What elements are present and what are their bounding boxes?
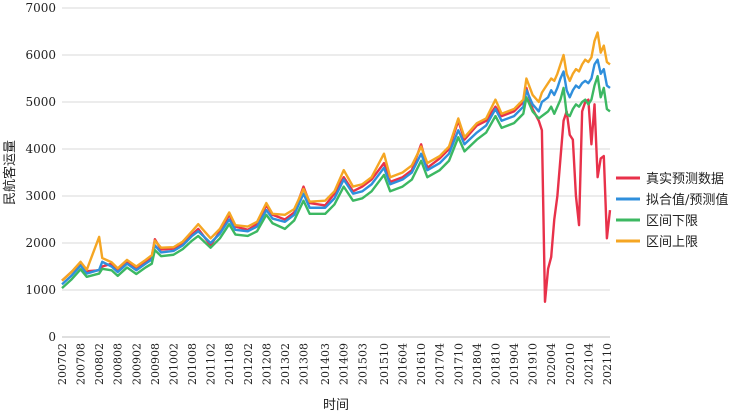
x-tick-label: 201403 bbox=[319, 343, 332, 385]
x-tick-label: 200702 bbox=[56, 343, 69, 385]
x-tick-label: 201208 bbox=[260, 343, 273, 385]
y-tick-label: 6000 bbox=[25, 48, 56, 62]
x-tick-label: 201904 bbox=[508, 343, 521, 385]
x-tick-label: 201102 bbox=[205, 343, 218, 385]
x-tick-label: 201610 bbox=[415, 343, 428, 385]
x-tick-label: 201910 bbox=[527, 343, 540, 385]
x-tick-label: 200808 bbox=[112, 343, 125, 385]
x-tick-label: 200908 bbox=[149, 343, 162, 385]
x-tick-label: 200708 bbox=[75, 343, 88, 385]
x-tick-label: 201704 bbox=[434, 343, 447, 385]
y-tick-label: 5000 bbox=[25, 95, 56, 109]
y-tick-label: 0 bbox=[48, 330, 56, 344]
y-tick-label: 4000 bbox=[25, 142, 56, 156]
y-axis-title: 民航客运量 bbox=[2, 140, 18, 205]
y-tick-label: 7000 bbox=[25, 1, 56, 15]
series-line-fitted bbox=[61, 58, 611, 286]
legend-label-lower: 区间下限 bbox=[646, 214, 698, 229]
x-tick-label: 201302 bbox=[279, 343, 292, 385]
x-tick-label: 200802 bbox=[93, 343, 106, 385]
x-tick-label: 201503 bbox=[356, 343, 369, 385]
x-tick-label: 200902 bbox=[130, 343, 143, 385]
legend-label-fitted: 拟合值/预测值 bbox=[646, 192, 728, 208]
x-tick-label: 201308 bbox=[297, 343, 310, 385]
y-tick-label: 1000 bbox=[25, 283, 56, 297]
y-tick-label: 2000 bbox=[25, 236, 56, 250]
x-tick-label: 201002 bbox=[167, 343, 180, 385]
series-line-lower bbox=[61, 74, 611, 290]
series-line-upper bbox=[61, 31, 611, 282]
x-tick-label: 201810 bbox=[489, 343, 502, 385]
x-axis-ticks: 200702 200708 200802 200808 200902 200908 2010… bbox=[56, 343, 614, 385]
gridlines bbox=[62, 7, 610, 291]
legend-label-actual: 真实预测数据 bbox=[646, 172, 724, 187]
x-tick-label: 201804 bbox=[471, 343, 484, 385]
x-tick-label: 201710 bbox=[452, 343, 465, 385]
y-tick-label: 3000 bbox=[25, 189, 56, 203]
x-tick-label: 202010 bbox=[564, 343, 577, 385]
x-axis-title: 时间 bbox=[323, 398, 349, 413]
x-tick-label: 201604 bbox=[397, 343, 410, 385]
x-tick-label: 202110 bbox=[601, 343, 614, 385]
x-tick-label: 202104 bbox=[582, 343, 595, 385]
x-tick-label: 201409 bbox=[338, 343, 351, 385]
legend-label-upper: 区间上限 bbox=[646, 235, 698, 250]
x-tick-label: 201510 bbox=[378, 343, 391, 385]
x-tick-label: 201108 bbox=[223, 343, 236, 385]
x-tick-label: 202004 bbox=[545, 343, 558, 385]
x-tick-label: 201008 bbox=[186, 343, 199, 385]
x-tick-label: 201202 bbox=[242, 343, 255, 385]
y-axis-ticks: 0 1000 2000 3000 4000 5000 6000 7000 bbox=[25, 1, 56, 344]
series-lines bbox=[61, 31, 612, 303]
